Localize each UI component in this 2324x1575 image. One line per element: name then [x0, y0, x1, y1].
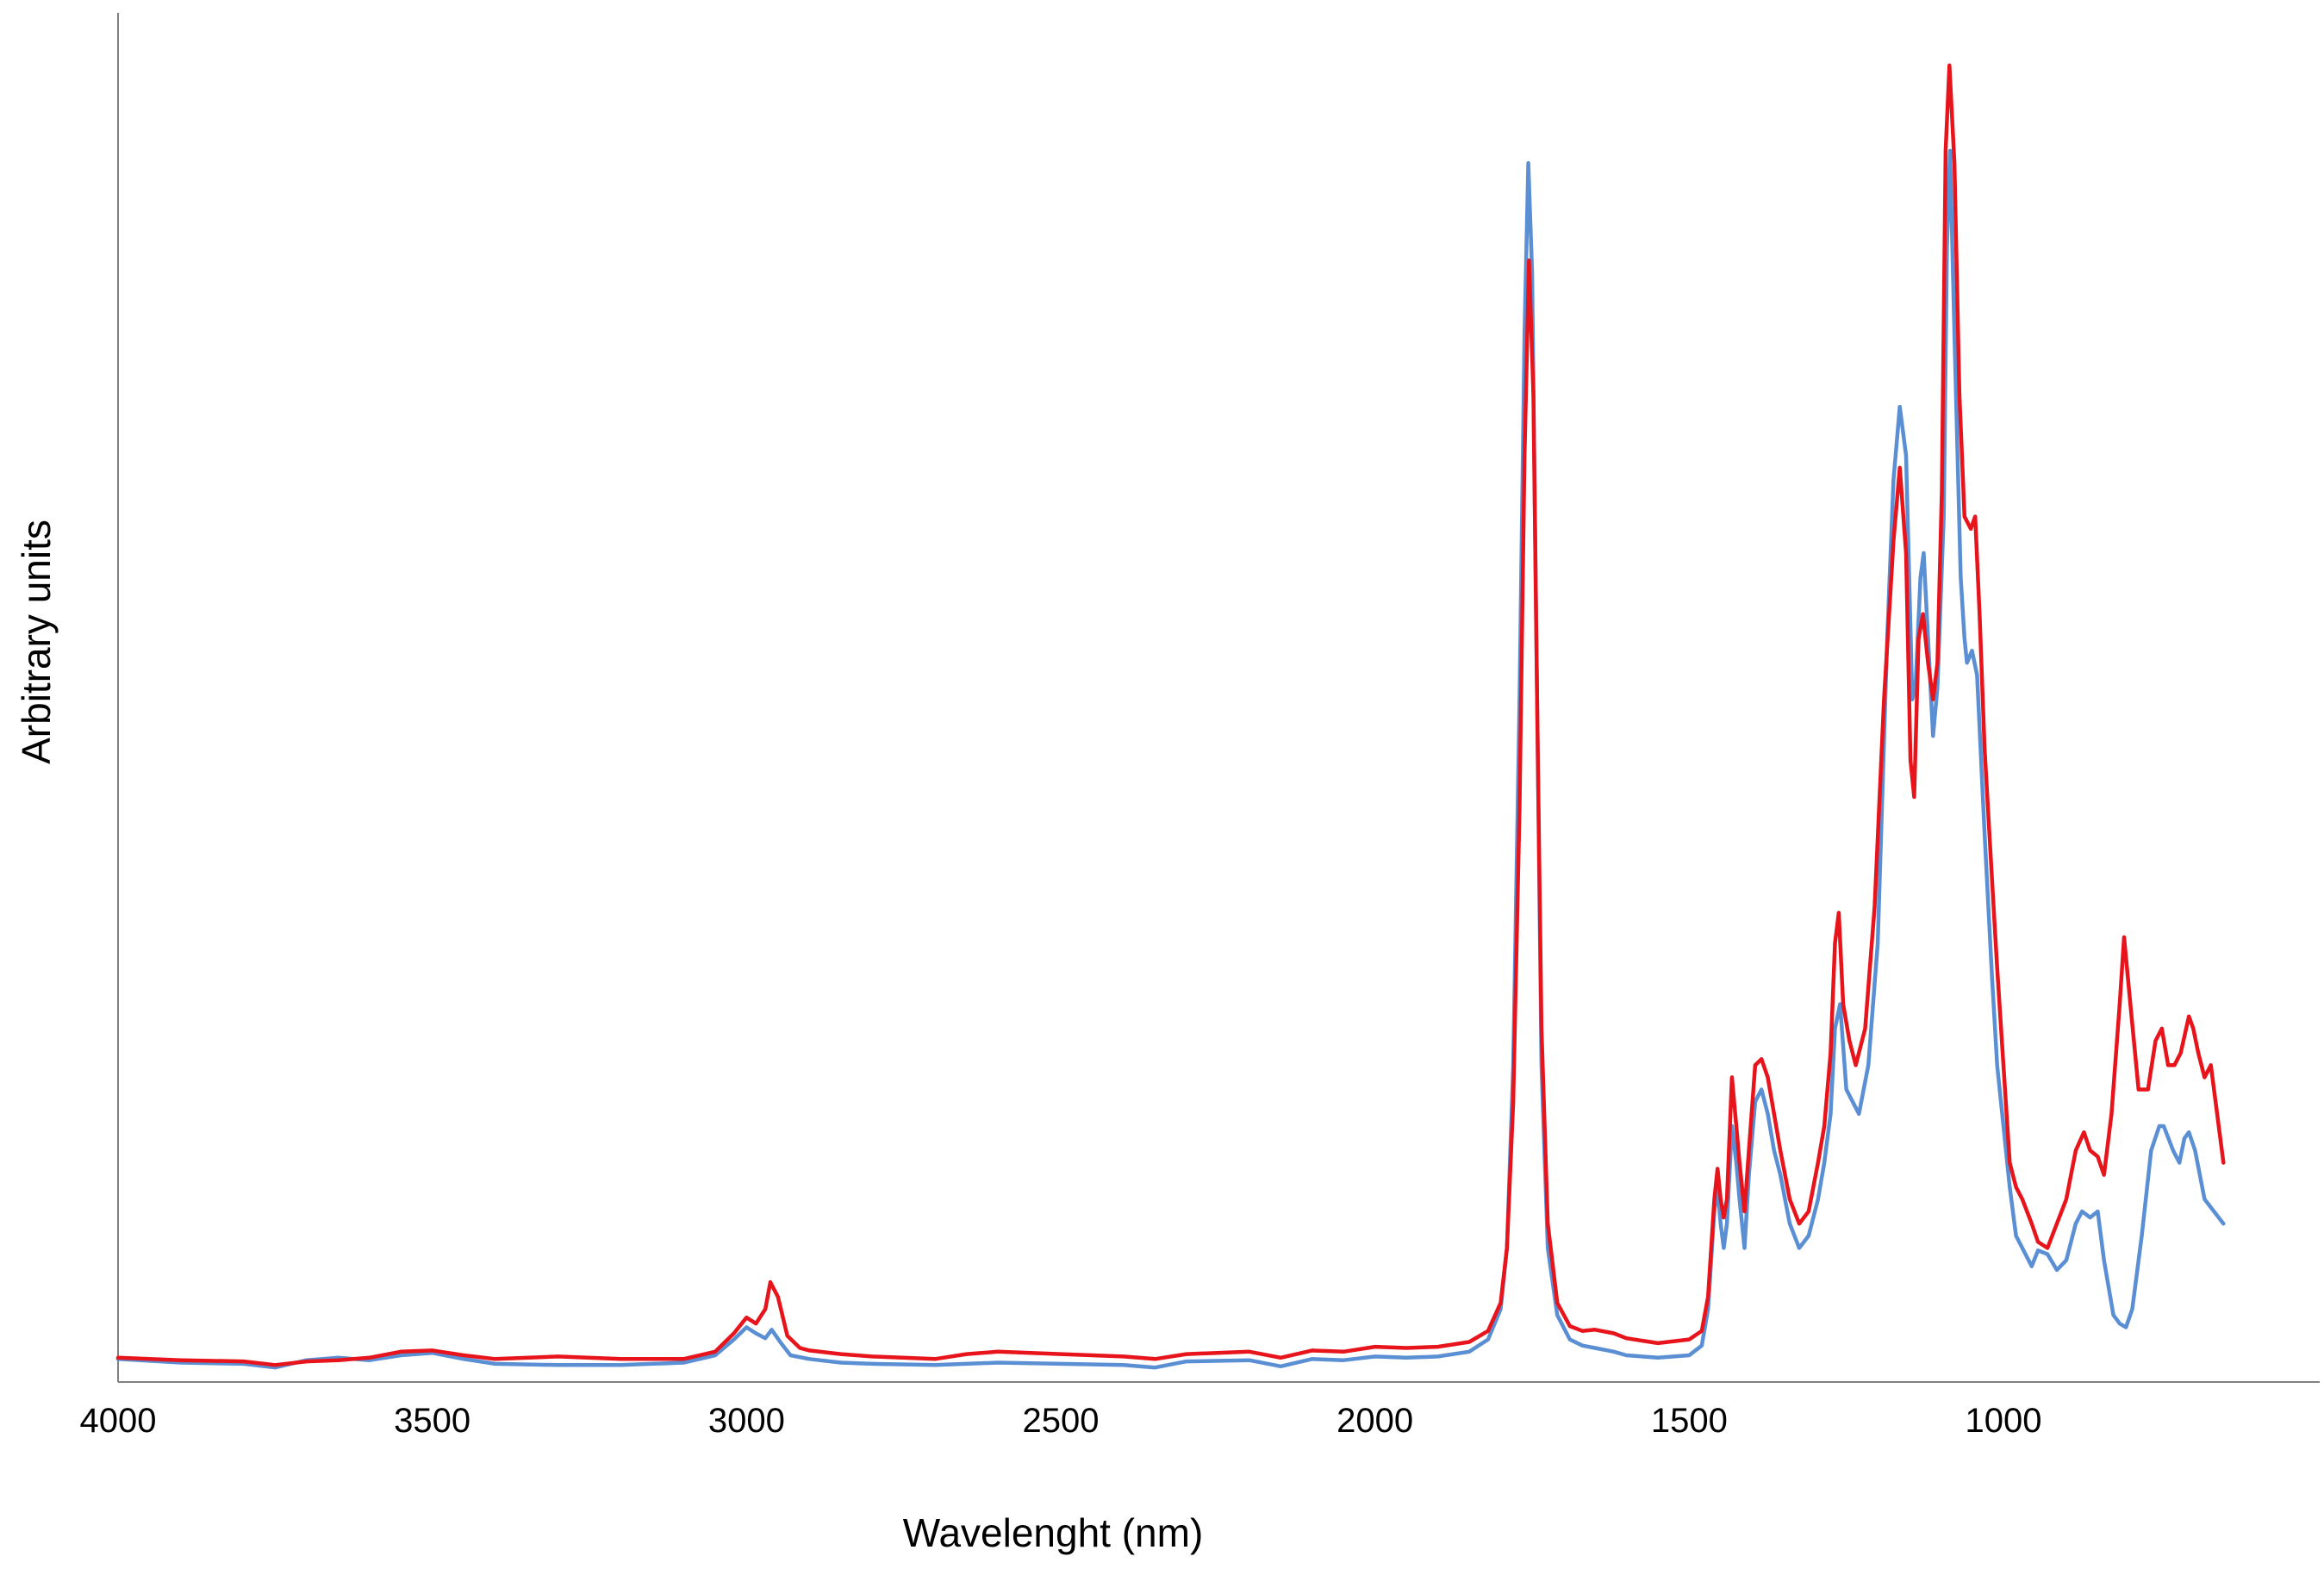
x-tick-labels: 4000 3500 3000 2500 2000 1500 1000 [80, 1402, 2042, 1440]
x-axis-title: Wavelenght (nm) [903, 1510, 1204, 1555]
y-axis-title: Arbitrary units [14, 520, 59, 764]
axes [117, 13, 2320, 1383]
x-tick-label: 2500 [1023, 1402, 1100, 1440]
x-tick-label: 4000 [80, 1402, 157, 1440]
x-tick-label: 3500 [394, 1402, 470, 1440]
x-tick-label: 2000 [1336, 1402, 1413, 1440]
series-lines [115, 63, 2226, 1370]
series-line-2 [115, 63, 2226, 1367]
x-tick-label: 3000 [708, 1402, 785, 1440]
x-tick-label: 1000 [1966, 1402, 2042, 1440]
series-line-1 [115, 148, 2226, 1370]
x-tick-label: 1500 [1651, 1402, 1728, 1440]
